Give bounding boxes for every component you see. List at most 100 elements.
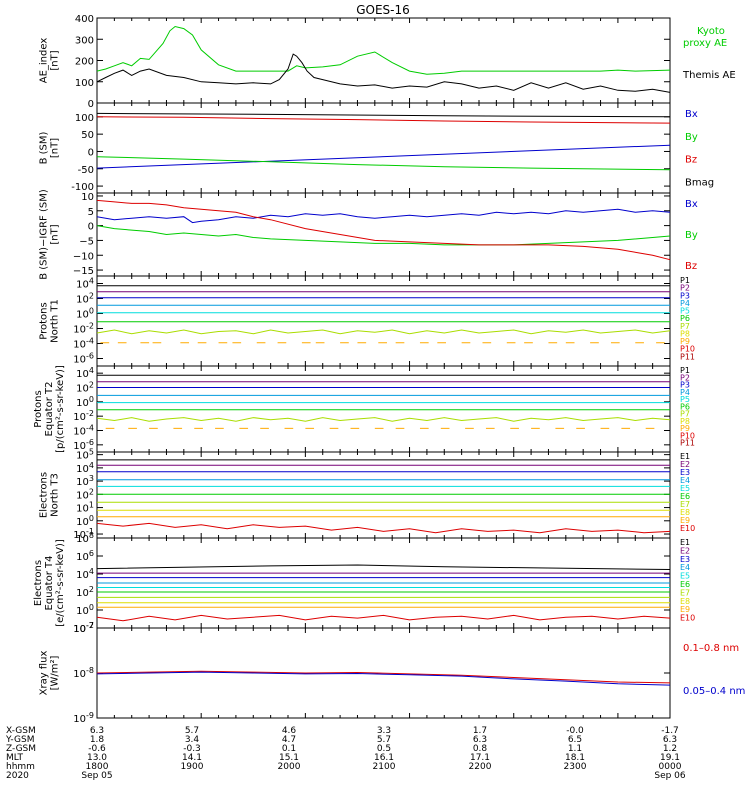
- y-axis-label: B (SM): [39, 131, 50, 164]
- legend-label: P10: [680, 345, 695, 354]
- orbit-cell: 3.3: [377, 726, 391, 736]
- panel-frame: [96, 365, 671, 453]
- y-axis-label: B (SM)−IGRF (SM): [39, 189, 50, 280]
- chart-title: GOES-16: [356, 3, 410, 17]
- y-axis-label: [p/(cm²-s-sr-keV)]: [55, 365, 66, 453]
- series-Kyoto proxy AE: [96, 25, 671, 75]
- legend-label: E4: [680, 476, 690, 485]
- legend-label: P2: [680, 373, 690, 382]
- y-tick-label: 103: [76, 474, 94, 488]
- legend-label: Bz: [685, 261, 697, 272]
- y-axis-label: [nT]: [50, 50, 61, 70]
- orbit-cell: 4.7: [282, 735, 296, 745]
- y-tick-label: 400: [75, 14, 94, 25]
- legend-label: E4: [680, 563, 690, 572]
- y-tick-label: 104: [76, 366, 94, 380]
- legend-label: Bx: [685, 109, 698, 120]
- orbit-cell: 0.1: [282, 744, 296, 754]
- orbit-cell: -1.7: [661, 726, 679, 736]
- series-Themis AE: [96, 53, 671, 93]
- y-axis-label: North T3: [50, 473, 61, 517]
- legend-label: Kyoto: [697, 26, 725, 37]
- series-Bmag: [96, 112, 671, 118]
- orbit-cell: 2200: [469, 762, 492, 772]
- orbit-cell: 6.5: [568, 735, 582, 745]
- series-0.1–0.8 nm: [96, 670, 671, 684]
- series-E10: [96, 522, 671, 534]
- y-axis-label: [nT]: [50, 138, 61, 158]
- y-axis-label: Protons: [33, 390, 44, 427]
- series-By: [96, 156, 671, 171]
- legend-label: Bz: [685, 155, 697, 166]
- y-tick-label: 105: [76, 448, 94, 462]
- orbit-cell: 0.5: [377, 744, 391, 754]
- orbit-cell: 1.2: [663, 744, 677, 754]
- y-axis-label: Equator T2: [44, 382, 55, 437]
- series-E1: [96, 564, 671, 570]
- legend-label: By: [685, 230, 698, 241]
- legend-label: E7: [680, 500, 690, 509]
- legend-label: E5: [680, 484, 690, 493]
- legend-label: E6: [680, 492, 690, 501]
- orbit-cell: 0.8: [473, 744, 488, 754]
- orbit-cell: 2300: [564, 762, 587, 772]
- y-tick-label: −5: [79, 236, 94, 247]
- legend-label: E2: [680, 460, 690, 469]
- y-tick-label: 10: [81, 192, 94, 203]
- y-tick-label: 0: [88, 147, 94, 158]
- y-tick-label: −10: [73, 251, 94, 262]
- y-tick-label: 104: [76, 277, 94, 291]
- y-tick-label: -50: [78, 165, 94, 176]
- orbit-cell: 15.1: [279, 753, 299, 763]
- y-tick-label: 100: [75, 113, 94, 124]
- orbit-cell: 13.0: [87, 753, 107, 763]
- legend-label: P7: [680, 410, 690, 419]
- y-tick-label: 10-7: [73, 621, 94, 635]
- y-tick-label: 102: [76, 292, 94, 306]
- y-tick-label: 10-4: [73, 337, 94, 351]
- y-tick-label: 101: [76, 501, 94, 515]
- legend-label: P9: [680, 424, 690, 433]
- legend-label: P4: [680, 388, 690, 397]
- orbit-cell: 4.6: [282, 726, 297, 736]
- series-P7: [96, 329, 671, 335]
- y-tick-label: -100: [71, 182, 94, 193]
- orbit-cell: 17.1: [470, 753, 490, 763]
- orbit-row-label: MLT: [6, 753, 24, 763]
- orbit-cell: 1.7: [473, 726, 487, 736]
- y-axis-label: North T1: [50, 299, 61, 343]
- y-axis-label: [W/m²]: [50, 655, 61, 690]
- y-axis-label: Equator T4: [44, 556, 55, 611]
- y-tick-label: 5: [88, 207, 94, 218]
- legend-label: E3: [680, 468, 690, 477]
- legend-label: P4: [680, 299, 690, 308]
- orbit-cell: 3.4: [185, 735, 200, 745]
- legend-label: E1: [680, 452, 690, 461]
- y-tick-label: 0: [88, 222, 94, 233]
- orbit-cell: 2100: [373, 762, 396, 772]
- legend-label: P1: [680, 276, 690, 285]
- orbit-cell: 14.1: [182, 753, 202, 763]
- y-tick-label: 100: [76, 307, 94, 321]
- series-E10: [96, 614, 671, 622]
- legend-label: E6: [680, 580, 690, 589]
- legend-label: P3: [680, 291, 690, 300]
- legend-label: proxy AE: [683, 38, 727, 49]
- y-tick-label: 300: [75, 35, 94, 46]
- orbit-cell: Sep 06: [654, 771, 686, 781]
- y-tick-label: 10-8: [73, 666, 94, 680]
- legend-label: E8: [680, 597, 690, 606]
- y-axis-label: [nT]: [50, 224, 61, 244]
- series-Bx: [96, 144, 671, 169]
- orbit-cell: 6.3: [663, 735, 677, 745]
- y-axis-label: AE_index: [39, 38, 50, 84]
- y-tick-label: 106: [76, 549, 94, 563]
- y-tick-label: 100: [76, 603, 94, 617]
- panel-bsm: -100 -50 0 50 100 B (SM) [nT] Bx By Bz Bmag: [39, 102, 714, 194]
- orbit-row-label: Y-GSM: [5, 735, 34, 745]
- orbit-cell: 6.3: [473, 735, 487, 745]
